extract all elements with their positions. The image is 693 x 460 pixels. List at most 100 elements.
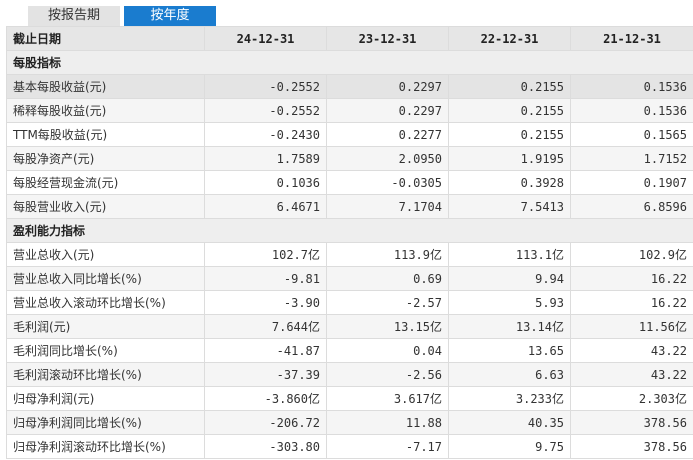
value-cell: 40.35 [448, 410, 571, 435]
value-cell: 16.22 [570, 290, 693, 315]
table-row[interactable]: 毛利润(元) 7.644亿 13.15亿 13.14亿 11.56亿 [6, 314, 693, 339]
value-cell: 6.4671 [204, 194, 327, 219]
tab-by-report-period[interactable]: 按报告期 [28, 6, 120, 26]
table-body: 每股指标 基本每股收益(元) -0.2552 0.2297 0.2155 0.1536 稀释… [6, 50, 693, 459]
table-row[interactable]: 基本每股收益(元) -0.2552 0.2297 0.2155 0.1536 [6, 74, 693, 99]
table-row[interactable]: 归母净利润同比增长(%) -206.72 11.88 40.35 378.56 [6, 410, 693, 435]
header-date: 22-12-31 [448, 26, 571, 51]
value-cell: 0.1536 [570, 98, 693, 123]
value-cell: -37.39 [204, 362, 327, 387]
value-cell: 16.22 [570, 266, 693, 291]
value-cell: -0.2552 [204, 74, 327, 99]
value-cell: 0.2155 [448, 74, 571, 99]
value-cell: 13.65 [448, 338, 571, 363]
value-cell: 13.15亿 [326, 314, 449, 339]
value-cell: 113.1亿 [448, 242, 571, 267]
value-cell: -3.860亿 [204, 386, 327, 411]
table-row[interactable]: 营业总收入滚动环比增长(%) -3.90 -2.57 5.93 16.22 [6, 290, 693, 315]
value-cell: 0.2297 [326, 74, 449, 99]
value-cell: -0.2430 [204, 122, 327, 147]
value-cell: 378.56 [570, 410, 693, 435]
value-cell: 0.3928 [448, 170, 571, 195]
table-row[interactable]: 营业总收入同比增长(%) -9.81 0.69 9.94 16.22 [6, 266, 693, 291]
value-cell: 3.617亿 [326, 386, 449, 411]
header-date: 23-12-31 [326, 26, 449, 51]
table-row[interactable]: TTM每股收益(元) -0.2430 0.2277 0.2155 0.1565 [6, 122, 693, 147]
value-cell: -0.2552 [204, 98, 327, 123]
table-row[interactable]: 毛利润滚动环比增长(%) -37.39 -2.56 6.63 43.22 [6, 362, 693, 387]
row-label: 营业总收入(元) [6, 242, 205, 267]
value-cell: 5.93 [448, 290, 571, 315]
value-cell: 102.9亿 [570, 242, 693, 267]
table-row[interactable]: 归母净利润(元) -3.860亿 3.617亿 3.233亿 2.303亿 [6, 386, 693, 411]
value-cell: -3.90 [204, 290, 327, 315]
table-row[interactable]: 每股经营现金流(元) 0.1036 -0.0305 0.3928 0.1907 [6, 170, 693, 195]
value-cell: -2.56 [326, 362, 449, 387]
section-header-row: 每股指标 [6, 50, 693, 75]
value-cell: 0.2155 [448, 98, 571, 123]
row-label: 毛利润滚动环比增长(%) [6, 362, 205, 387]
value-cell: 0.1536 [570, 74, 693, 99]
section-title: 盈利能力指标 [6, 218, 693, 243]
value-cell: 0.2277 [326, 122, 449, 147]
row-label: 毛利润同比增长(%) [6, 338, 205, 363]
row-label: 每股经营现金流(元) [6, 170, 205, 195]
value-cell: 43.22 [570, 362, 693, 387]
row-label: 每股净资产(元) [6, 146, 205, 171]
value-cell: 7.644亿 [204, 314, 327, 339]
value-cell: 6.8596 [570, 194, 693, 219]
value-cell: 378.56 [570, 434, 693, 459]
value-cell: 2.0950 [326, 146, 449, 171]
section-header-row: 盈利能力指标 [6, 218, 693, 243]
table-row[interactable]: 每股营业收入(元) 6.4671 7.1704 7.5413 6.8596 [6, 194, 693, 219]
value-cell: 113.9亿 [326, 242, 449, 267]
row-label: 营业总收入同比增长(%) [6, 266, 205, 291]
value-cell: 2.303亿 [570, 386, 693, 411]
header-date: 24-12-31 [204, 26, 327, 51]
value-cell: 6.63 [448, 362, 571, 387]
section-title: 每股指标 [6, 50, 693, 75]
value-cell: 0.1907 [570, 170, 693, 195]
tab-by-year[interactable]: 按年度 [124, 6, 216, 26]
row-label: 归母净利润滚动环比增长(%) [6, 434, 205, 459]
value-cell: 0.2155 [448, 122, 571, 147]
value-cell: -0.0305 [326, 170, 449, 195]
value-cell: 9.94 [448, 266, 571, 291]
value-cell: 11.56亿 [570, 314, 693, 339]
row-label: 归母净利润同比增长(%) [6, 410, 205, 435]
row-label: 稀释每股收益(元) [6, 98, 205, 123]
table-header-row: 截止日期 24-12-31 23-12-31 22-12-31 21-12-31 [6, 26, 693, 51]
row-label: 营业总收入滚动环比增长(%) [6, 290, 205, 315]
value-cell: -206.72 [204, 410, 327, 435]
value-cell: 0.2297 [326, 98, 449, 123]
table-row[interactable]: 营业总收入(元) 102.7亿 113.9亿 113.1亿 102.9亿 [6, 242, 693, 267]
value-cell: -41.87 [204, 338, 327, 363]
table-row[interactable]: 每股净资产(元) 1.7589 2.0950 1.9195 1.7152 [6, 146, 693, 171]
table-row[interactable]: 毛利润同比增长(%) -41.87 0.04 13.65 43.22 [6, 338, 693, 363]
value-cell: 1.9195 [448, 146, 571, 171]
value-cell: -9.81 [204, 266, 327, 291]
value-cell: 13.14亿 [448, 314, 571, 339]
period-tabs: 按报告期 按年度 [0, 0, 693, 26]
value-cell: -2.57 [326, 290, 449, 315]
value-cell: 11.88 [326, 410, 449, 435]
header-date: 21-12-31 [570, 26, 693, 51]
row-label: TTM每股收益(元) [6, 122, 205, 147]
row-label: 毛利润(元) [6, 314, 205, 339]
table-row[interactable]: 归母净利润滚动环比增长(%) -303.80 -7.17 9.75 378.56 [6, 434, 693, 459]
header-label: 截止日期 [6, 26, 205, 51]
value-cell: -303.80 [204, 434, 327, 459]
value-cell: -7.17 [326, 434, 449, 459]
value-cell: 102.7亿 [204, 242, 327, 267]
table-row[interactable]: 稀释每股收益(元) -0.2552 0.2297 0.2155 0.1536 [6, 98, 693, 123]
value-cell: 3.233亿 [448, 386, 571, 411]
value-cell: 1.7589 [204, 146, 327, 171]
financial-indicators-table: 截止日期 24-12-31 23-12-31 22-12-31 21-12-31… [6, 26, 693, 459]
row-label: 每股营业收入(元) [6, 194, 205, 219]
value-cell: 0.1036 [204, 170, 327, 195]
value-cell: 0.1565 [570, 122, 693, 147]
value-cell: 7.5413 [448, 194, 571, 219]
value-cell: 0.69 [326, 266, 449, 291]
row-label: 基本每股收益(元) [6, 74, 205, 99]
value-cell: 0.04 [326, 338, 449, 363]
